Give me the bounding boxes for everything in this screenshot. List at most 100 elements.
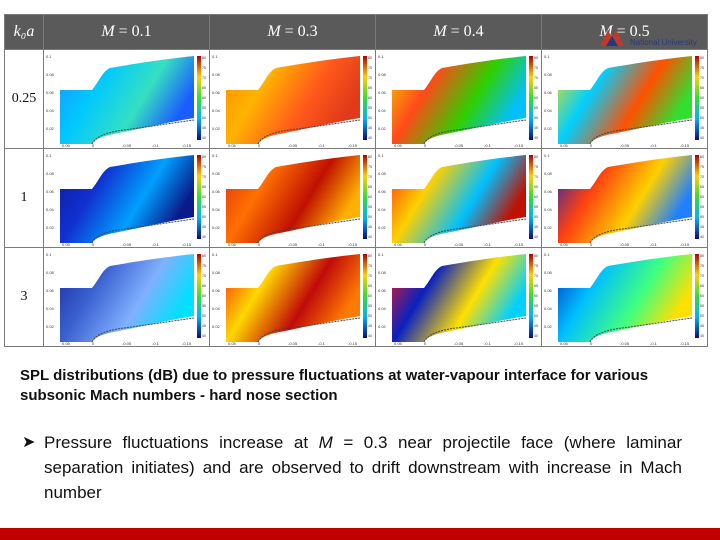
y-tick-label: 0.1 <box>212 252 218 257</box>
x-tick-label: 0 <box>424 143 427 148</box>
colorbar-tick-label: 65 <box>202 86 206 90</box>
y-tick-label: 0.04 <box>544 306 553 311</box>
colorbar-tick-label: 65 <box>534 284 538 288</box>
x-tick-label: -0.1 <box>484 143 492 148</box>
colorbar-tick-label: 55 <box>202 205 206 209</box>
colorbar-tick-label: 55 <box>534 304 538 308</box>
contour-plot-image: 0.05 0 -0.05 -0.1 -0.15 0.1 0.08 0.06 0.04 0.02 80… <box>44 149 209 247</box>
colorbar-tick-label: 40 <box>202 334 206 338</box>
x-tick-label: -0.1 <box>484 341 492 346</box>
y-tick-label: 0.02 <box>378 126 387 131</box>
y-tick-label: 0.08 <box>46 270 55 275</box>
colorbar-tick-label: 55 <box>202 304 206 308</box>
x-tick-label: -0.15 <box>680 143 690 148</box>
colorbar-tick-label: 65 <box>368 284 372 288</box>
colorbar-tick-label: 55 <box>534 106 538 110</box>
y-tick-label: 0.02 <box>378 324 387 329</box>
x-tick-label: 0.05 <box>62 341 71 346</box>
contour-plot-image: 0.05 0 -0.05 -0.1 -0.15 0.1 0.08 0.06 0.04 0.02 80… <box>44 50 209 148</box>
colorbar-tick-label: 40 <box>700 334 704 338</box>
y-tick-label: 0.02 <box>46 225 55 230</box>
colorbar-tick-label: 55 <box>368 106 372 110</box>
colorbar-tick-label: 40 <box>534 235 538 239</box>
x-tick-label: 0.05 <box>560 242 569 247</box>
y-tick-label: 0.02 <box>544 225 553 230</box>
x-tick-label: 0.05 <box>228 341 237 346</box>
colorbar-tick-label: 80 <box>534 254 538 258</box>
colorbar-tick-label: 80 <box>700 155 704 159</box>
colorbar-tick-label: 55 <box>700 304 704 308</box>
x-tick-label: -0.05 <box>454 242 464 247</box>
colorbar-tick-label: 50 <box>202 215 206 219</box>
y-tick-label: 0.04 <box>378 306 387 311</box>
y-tick-label: 0.06 <box>212 288 221 293</box>
colorbar-tick-label: 80 <box>202 254 206 258</box>
y-tick-label: 0.1 <box>544 153 550 158</box>
row-label: 0.25 <box>4 49 44 149</box>
y-tick-label: 0.1 <box>378 54 384 59</box>
column-header: M = 0.3 <box>209 14 376 50</box>
colorbar-tick-label: 60 <box>368 195 372 199</box>
colorbar-tick-label: 55 <box>368 304 372 308</box>
y-tick-label: 0.04 <box>46 108 55 113</box>
colorbar-tick-label: 65 <box>534 86 538 90</box>
contour-plot-image: 0.05 0 -0.05 -0.1 -0.15 0.1 0.08 0.06 0.04 0.02 80… <box>210 50 375 148</box>
x-tick-label: -0.1 <box>650 143 658 148</box>
y-tick-label: 0.06 <box>378 90 387 95</box>
y-tick-label: 0.04 <box>46 207 55 212</box>
arrow-bullet-icon: ➤ <box>22 434 36 451</box>
x-tick-label: 0.05 <box>62 242 71 247</box>
x-tick-label: -0.1 <box>152 242 160 247</box>
x-tick-label: 0.05 <box>228 143 237 148</box>
university-crest-icon <box>600 30 624 46</box>
y-tick-label: 0.06 <box>378 288 387 293</box>
spl-distribution-table: k₀a M = 0.1 M = 0.3 M = 0.4 M = 0.5 0.25… <box>4 14 708 347</box>
colorbar-tick-label: 65 <box>368 185 372 189</box>
colorbar-tick-label: 65 <box>202 284 206 288</box>
y-tick-label: 0.02 <box>46 324 55 329</box>
colorbar-tick-label: 70 <box>368 274 372 278</box>
y-tick-label: 0.06 <box>46 189 55 194</box>
contour-plot-image: 0.05 0 -0.05 -0.1 -0.15 0.1 0.08 0.06 0.04 0.02 80… <box>376 248 541 346</box>
colorbar-tick-label: 50 <box>700 314 704 318</box>
colorbar-tick-label: 75 <box>202 264 206 268</box>
x-tick-label: -0.05 <box>288 242 298 247</box>
y-tick-label: 0.02 <box>212 126 221 131</box>
colorbar-tick-label: 45 <box>202 225 206 229</box>
colorbar-tick-label: 80 <box>534 155 538 159</box>
colorbar-tick-label: 45 <box>368 225 372 229</box>
colorbar-tick-label: 50 <box>534 116 538 120</box>
y-tick-label: 0.1 <box>46 54 52 59</box>
colorbar-tick-label: 70 <box>534 76 538 80</box>
y-tick-label: 0.1 <box>212 54 218 59</box>
contour-plot-image: 0.05 0 -0.05 -0.1 -0.15 0.1 0.08 0.06 0.04 0.02 80… <box>542 50 707 148</box>
y-tick-label: 0.1 <box>46 153 52 158</box>
colorbar-tick-label: 55 <box>202 106 206 110</box>
colorbar-tick-label: 65 <box>534 185 538 189</box>
colorbar-tick-label: 80 <box>368 56 372 60</box>
colorbar-tick-label: 50 <box>534 314 538 318</box>
colorbar-tick-label: 50 <box>534 215 538 219</box>
y-tick-label: 0.1 <box>378 252 384 257</box>
x-tick-label: -0.15 <box>680 242 690 247</box>
x-tick-label: -0.05 <box>288 143 298 148</box>
y-tick-label: 0.08 <box>544 171 553 176</box>
y-tick-label: 0.1 <box>212 153 218 158</box>
y-tick-label: 0.06 <box>544 189 553 194</box>
bullet-text: Pressure fluctuations increase at M = 0.… <box>44 433 682 502</box>
colorbar-tick-label: 45 <box>700 324 704 328</box>
x-tick-label: -0.15 <box>348 341 358 346</box>
column-header: M = 0.4 <box>375 14 542 50</box>
contour-plot: 0.05 0 -0.05 -0.1 -0.15 0.1 0.08 0.06 0.04 0.02 80… <box>375 247 542 347</box>
x-tick-label: 0 <box>258 143 261 148</box>
x-tick-label: -0.15 <box>182 143 192 148</box>
colorbar-tick-label: 70 <box>202 274 206 278</box>
row-label: 3 <box>4 247 44 347</box>
colorbar-tick-label: 50 <box>368 116 372 120</box>
y-tick-label: 0.1 <box>378 153 384 158</box>
y-tick-label: 0.06 <box>544 288 553 293</box>
colorbar-tick-label: 75 <box>700 264 704 268</box>
colorbar-tick-label: 80 <box>368 254 372 258</box>
contour-plot: 0.05 0 -0.05 -0.1 -0.15 0.1 0.08 0.06 0.04 0.02 80… <box>209 49 376 149</box>
colorbar-tick-label: 75 <box>202 66 206 70</box>
